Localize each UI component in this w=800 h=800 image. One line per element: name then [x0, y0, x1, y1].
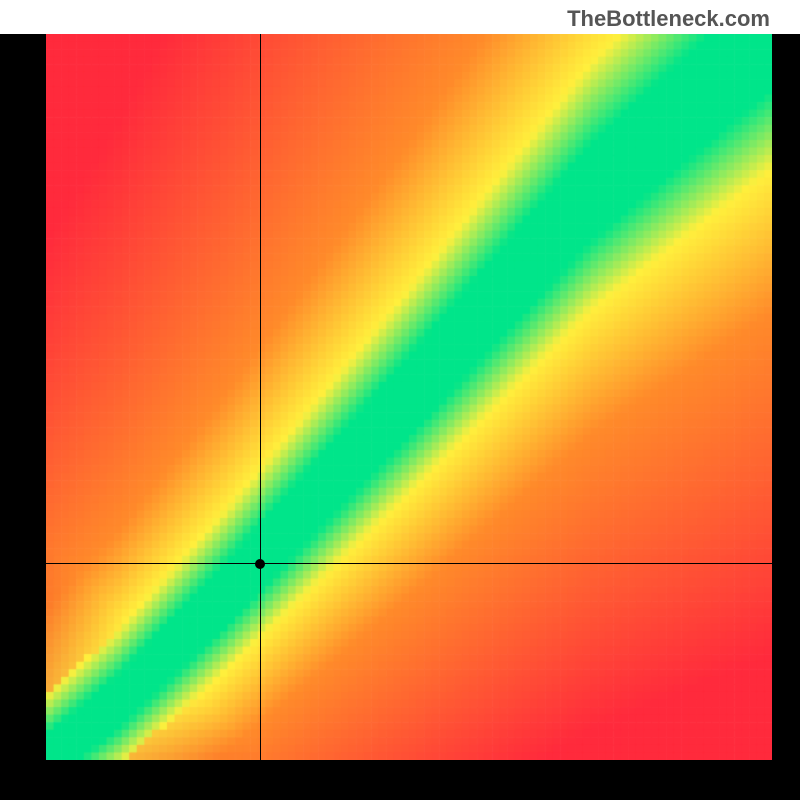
frame-right — [772, 34, 800, 800]
frame-left — [0, 34, 46, 800]
frame-bottom — [0, 760, 800, 800]
heatmap-canvas — [46, 34, 772, 760]
frame-top-strip — [772, 0, 800, 34]
root: TheBottleneck.com — [0, 0, 800, 800]
crosshair-vertical — [260, 34, 261, 760]
crosshair-horizontal — [46, 563, 772, 564]
watermark-text: TheBottleneck.com — [567, 6, 770, 32]
